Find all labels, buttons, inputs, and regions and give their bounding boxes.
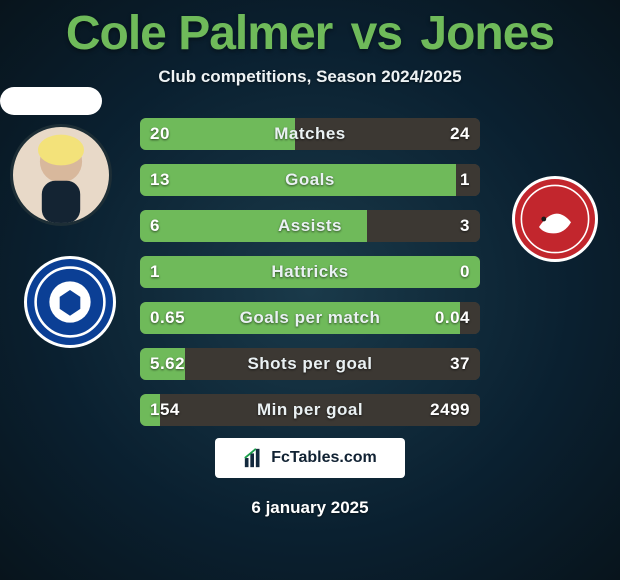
stat-row: 5.62Shots per goal37 bbox=[140, 348, 480, 380]
stat-row: 13Goals1 bbox=[140, 164, 480, 196]
brand-text: FcTables.com bbox=[271, 449, 377, 467]
shield-icon bbox=[27, 259, 113, 345]
player2-club-badge bbox=[512, 176, 598, 262]
stat-value-right: 2499 bbox=[420, 400, 480, 420]
stat-value-right: 3 bbox=[450, 216, 480, 236]
stat-label: Goals bbox=[140, 170, 480, 190]
stat-value-right: 0.04 bbox=[425, 308, 480, 328]
comparison-title: Cole Palmer vs Jones bbox=[0, 0, 620, 61]
player1-photo bbox=[10, 124, 112, 226]
title-player1: Cole Palmer bbox=[66, 6, 332, 61]
shield-icon bbox=[515, 179, 595, 259]
stat-value-right: 1 bbox=[450, 170, 480, 190]
stat-row: 6Assists3 bbox=[140, 210, 480, 242]
stat-label: Assists bbox=[140, 216, 480, 236]
title-vs: vs bbox=[351, 6, 402, 61]
title-player2: Jones bbox=[420, 6, 554, 61]
player2-photo bbox=[0, 87, 102, 115]
stat-value-right: 0 bbox=[450, 262, 480, 282]
stat-label: Hattricks bbox=[140, 262, 480, 282]
footer-date: 6 january 2025 bbox=[0, 498, 620, 518]
stats-bars: 20Matches2413Goals16Assists31Hattricks00… bbox=[140, 118, 480, 440]
stat-value-right: 24 bbox=[440, 124, 480, 144]
stat-row: 1Hattricks0 bbox=[140, 256, 480, 288]
stat-label: Shots per goal bbox=[140, 354, 480, 374]
stat-row: 20Matches24 bbox=[140, 118, 480, 150]
player1-club-badge bbox=[24, 256, 116, 348]
bar-chart-icon bbox=[243, 447, 265, 469]
stat-label: Matches bbox=[140, 124, 480, 144]
brand-box: FcTables.com bbox=[215, 438, 405, 478]
subtitle: Club competitions, Season 2024/2025 bbox=[0, 67, 620, 87]
stat-row: 154Min per goal2499 bbox=[140, 394, 480, 426]
person-icon bbox=[13, 127, 109, 223]
stat-value-right: 37 bbox=[440, 354, 480, 374]
stat-row: 0.65Goals per match0.04 bbox=[140, 302, 480, 334]
